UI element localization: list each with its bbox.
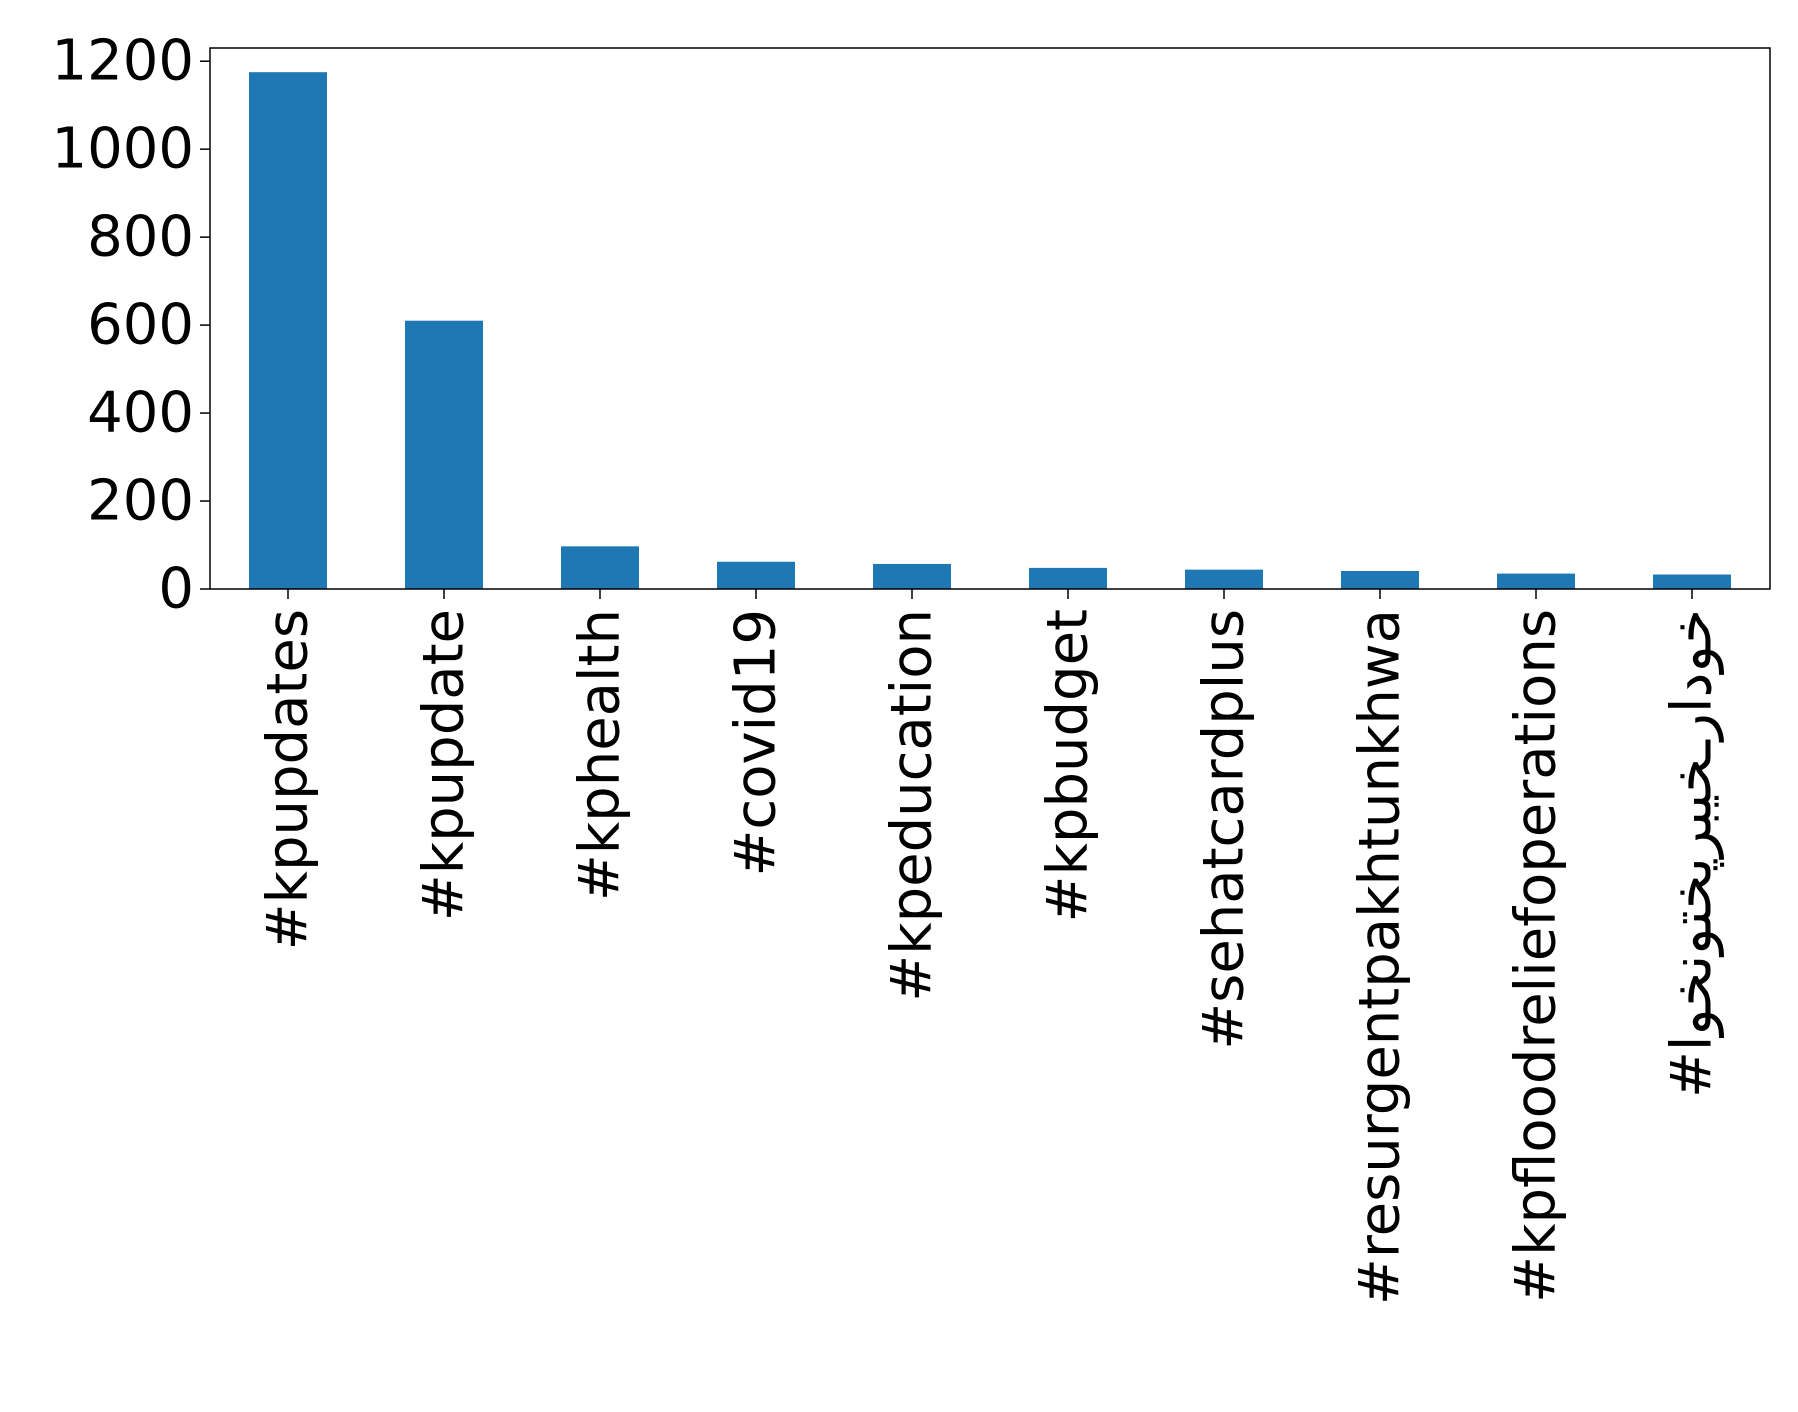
x-tick-label: #kpbudget <box>1036 609 1101 922</box>
x-tick-label: #kpupdate <box>412 609 477 921</box>
bar <box>1497 573 1575 589</box>
x-tick-label: #kpfloodreliefoperations <box>1504 609 1569 1303</box>
y-tick-label: 1000 <box>51 117 194 182</box>
bar <box>1341 570 1419 589</box>
y-tick-label: 200 <box>87 469 194 534</box>
bar <box>1185 569 1263 589</box>
x-tick-label: #covid19 <box>724 609 789 876</box>
x-tick-label: #خودارـخیبرپختونخوا <box>1660 609 1725 1098</box>
y-tick-label: 600 <box>87 293 194 358</box>
y-axis: 0 200 400 600 800 1000 1200 <box>51 29 210 622</box>
bar <box>405 320 483 589</box>
bars-group <box>249 72 1731 590</box>
x-axis: #kpupdates #kpupdate #kphealth #covid19 #kpe… <box>256 589 1725 1305</box>
x-tick-label: #resurgentpakhtunkhwa <box>1348 609 1413 1305</box>
y-tick-label: 0 <box>158 557 194 622</box>
x-tick-label: #kphealth <box>568 609 633 901</box>
plot-frame <box>209 47 1771 590</box>
x-tick-label: #sehatcardplus <box>1192 609 1257 1050</box>
bar <box>873 563 951 589</box>
bar <box>249 72 327 590</box>
bar <box>1029 567 1107 589</box>
x-tick-label: #kpupdates <box>256 609 321 950</box>
y-tick-label: 1200 <box>51 29 194 94</box>
bar <box>717 561 795 589</box>
bar <box>561 546 639 589</box>
x-tick-label: #kpeducation <box>880 609 945 1002</box>
y-tick-label: 800 <box>87 205 194 270</box>
bar <box>1653 574 1731 589</box>
y-tick-label: 400 <box>87 381 194 446</box>
